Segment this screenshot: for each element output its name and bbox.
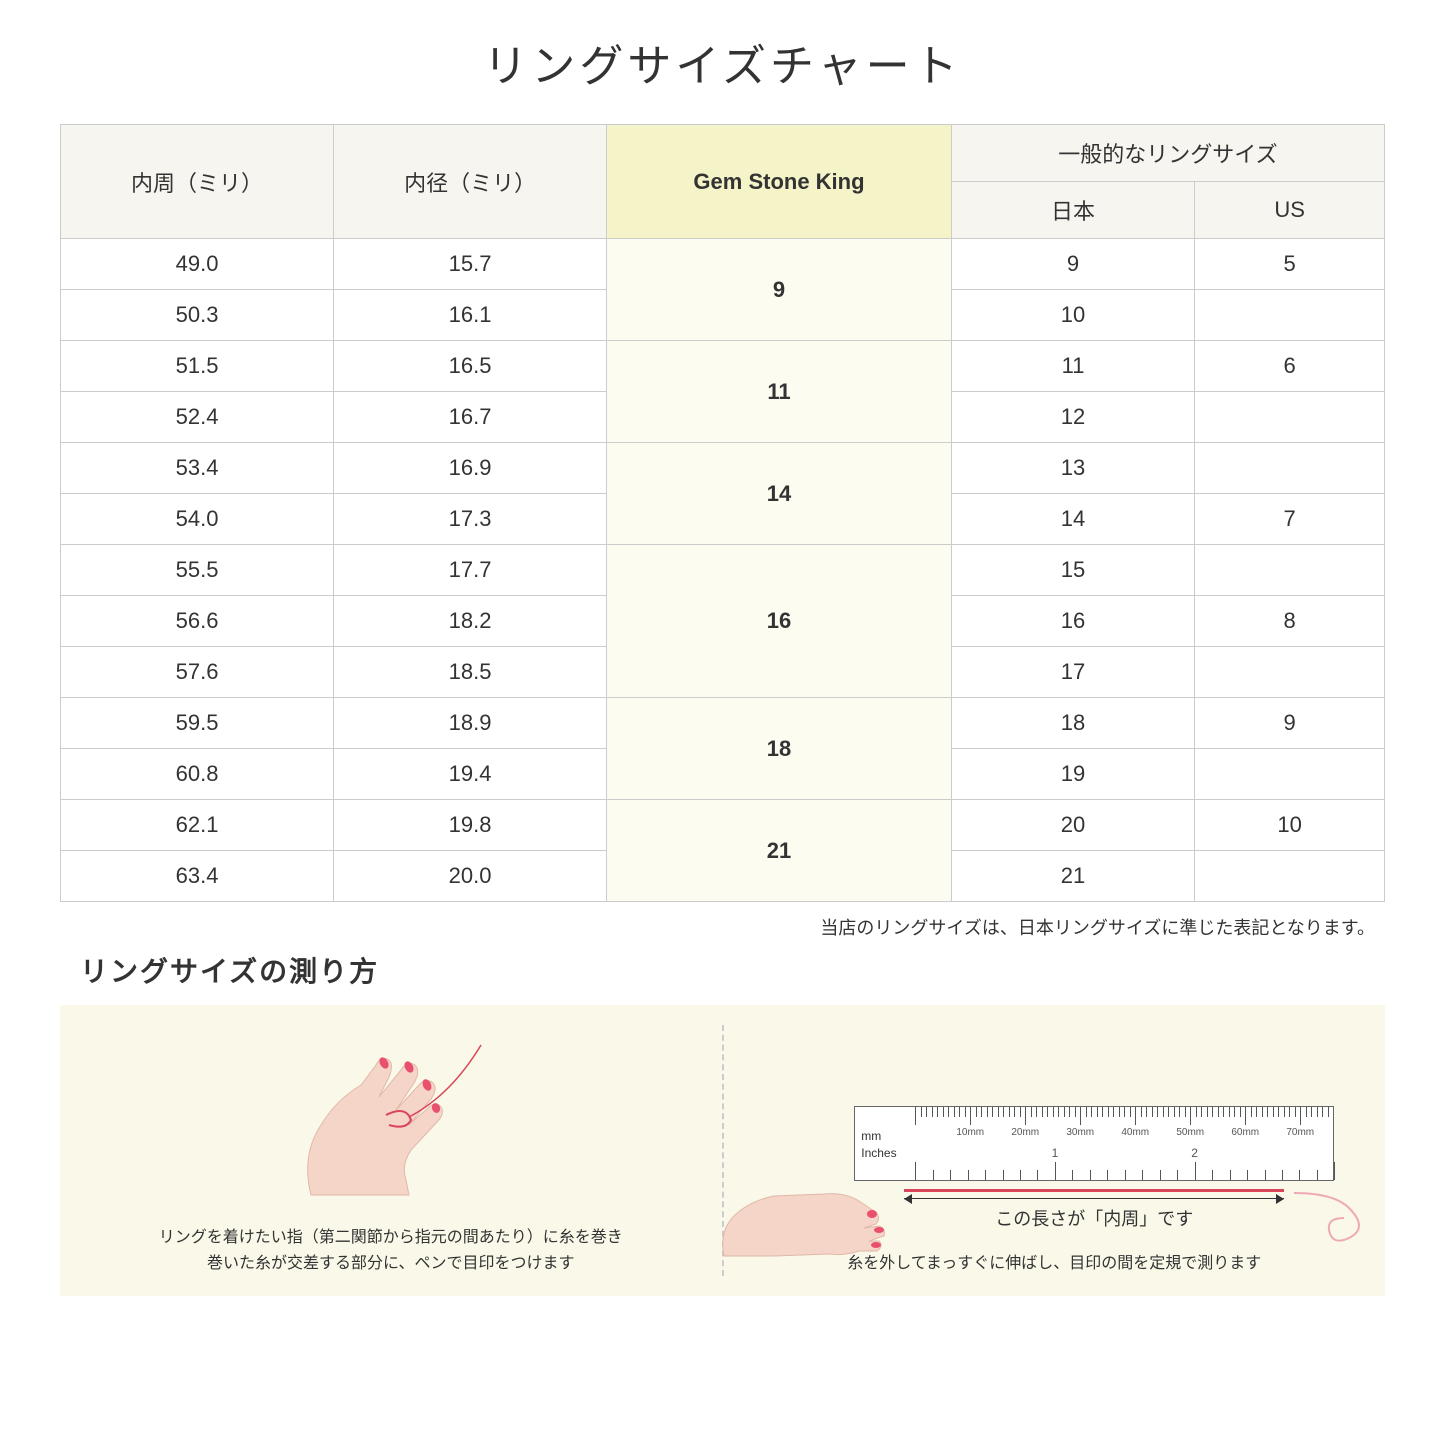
ruler-icon: mm Inches 10mm20mm30mm40mm50mm60mm70mm12	[854, 1106, 1334, 1181]
col-brand: Gem Stone King	[607, 125, 952, 239]
cell-circumference: 62.1	[61, 800, 334, 851]
measure-arrow	[904, 1198, 1284, 1199]
cell-diameter: 17.7	[334, 545, 607, 596]
step2-caption: 糸を外してまっすぐに伸ばし、目印の間を定規で測ります	[847, 1251, 1261, 1277]
cell-us	[1195, 545, 1385, 596]
cell-diameter: 16.1	[334, 290, 607, 341]
col-general: 一般的なリングサイズ	[951, 125, 1384, 182]
cell-us	[1195, 749, 1385, 800]
cell-circumference: 63.4	[61, 851, 334, 902]
cell-circumference: 57.6	[61, 647, 334, 698]
cell-circumference: 60.8	[61, 749, 334, 800]
thread-line	[904, 1189, 1284, 1192]
cell-circumference: 52.4	[61, 392, 334, 443]
mm-label: mm	[861, 1129, 881, 1143]
cell-us: 10	[1195, 800, 1385, 851]
cell-us: 6	[1195, 341, 1385, 392]
cell-japan: 13	[951, 443, 1194, 494]
cell-circumference: 50.3	[61, 290, 334, 341]
cell-circumference: 51.5	[61, 341, 334, 392]
cell-brand: 21	[607, 800, 952, 902]
cell-brand: 11	[607, 341, 952, 443]
cell-japan: 9	[951, 239, 1194, 290]
cell-us: 8	[1195, 596, 1385, 647]
cell-japan: 19	[951, 749, 1194, 800]
cell-us: 5	[1195, 239, 1385, 290]
step2-panel: mm Inches 10mm20mm30mm40mm50mm60mm70mm12…	[754, 1025, 1356, 1276]
cell-japan: 16	[951, 596, 1194, 647]
cell-japan: 12	[951, 392, 1194, 443]
cell-japan: 20	[951, 800, 1194, 851]
inches-label: Inches	[861, 1146, 896, 1160]
subtitle: リングサイズの測り方	[60, 950, 1385, 990]
cell-japan: 17	[951, 647, 1194, 698]
cell-us	[1195, 443, 1385, 494]
cell-diameter: 16.7	[334, 392, 607, 443]
cell-diameter: 18.2	[334, 596, 607, 647]
cell-japan: 10	[951, 290, 1194, 341]
cell-japan: 15	[951, 545, 1194, 596]
cell-circumference: 56.6	[61, 596, 334, 647]
measure-label: この長さが「内周」です	[904, 1205, 1284, 1231]
cell-diameter: 16.9	[334, 443, 607, 494]
cell-circumference: 53.4	[61, 443, 334, 494]
cell-diameter: 18.9	[334, 698, 607, 749]
cell-us	[1195, 851, 1385, 902]
col-us: US	[1195, 182, 1385, 239]
table-row: 51.516.511116	[61, 341, 1385, 392]
cell-circumference: 55.5	[61, 545, 334, 596]
col-diameter: 内径（ミリ）	[334, 125, 607, 239]
col-japan: 日本	[951, 182, 1194, 239]
cell-japan: 18	[951, 698, 1194, 749]
cell-diameter: 19.4	[334, 749, 607, 800]
cell-japan: 11	[951, 341, 1194, 392]
col-circumference: 内周（ミリ）	[61, 125, 334, 239]
cell-diameter: 16.5	[334, 341, 607, 392]
hand-wrap-icon	[251, 1025, 531, 1205]
cell-brand: 16	[607, 545, 952, 698]
cell-brand: 14	[607, 443, 952, 545]
step1-panel: リングを着けたい指（第二関節から指元の間あたり）に糸を巻き巻いた糸が交差する部分…	[90, 1025, 692, 1276]
cell-diameter: 19.8	[334, 800, 607, 851]
table-row: 49.015.7995	[61, 239, 1385, 290]
cell-us: 7	[1195, 494, 1385, 545]
cell-diameter: 20.0	[334, 851, 607, 902]
cell-circumference: 59.5	[61, 698, 334, 749]
cell-brand: 18	[607, 698, 952, 800]
cell-circumference: 49.0	[61, 239, 334, 290]
cell-diameter: 15.7	[334, 239, 607, 290]
footnote: 当店のリングサイズは、日本リングサイズに準じた表記となります。	[60, 914, 1385, 940]
step1-caption: リングを着けたい指（第二関節から指元の間あたり）に糸を巻き巻いた糸が交差する部分…	[159, 1225, 623, 1276]
cell-us	[1195, 290, 1385, 341]
cell-japan: 14	[951, 494, 1194, 545]
cell-japan: 21	[951, 851, 1194, 902]
page-title: リングサイズチャート	[60, 30, 1385, 94]
cell-diameter: 18.5	[334, 647, 607, 698]
cell-us	[1195, 392, 1385, 443]
table-row: 55.517.71615	[61, 545, 1385, 596]
table-row: 62.119.8212010	[61, 800, 1385, 851]
table-row: 59.518.918189	[61, 698, 1385, 749]
cell-us: 9	[1195, 698, 1385, 749]
table-row: 53.416.91413	[61, 443, 1385, 494]
cell-brand: 9	[607, 239, 952, 341]
cell-circumference: 54.0	[61, 494, 334, 545]
thread-curl-icon	[1294, 1188, 1384, 1248]
instructions-panel: リングを着けたい指（第二関節から指元の間あたり）に糸を巻き巻いた糸が交差する部分…	[60, 1005, 1385, 1296]
cell-diameter: 17.3	[334, 494, 607, 545]
size-chart-table: 内周（ミリ） 内径（ミリ） Gem Stone King 一般的なリングサイズ …	[60, 124, 1385, 902]
cell-us	[1195, 647, 1385, 698]
